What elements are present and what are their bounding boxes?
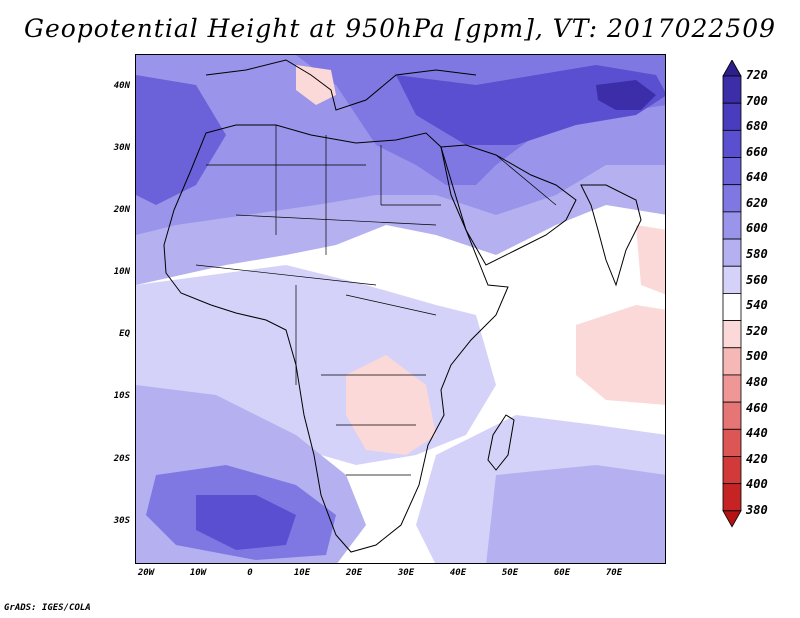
- himalaya-high: [596, 80, 656, 110]
- colorbar-segment: [722, 129, 742, 158]
- colorbar-label: 420: [746, 451, 768, 466]
- colorbar-label: 440: [746, 426, 768, 441]
- colorbar-label: 520: [746, 323, 768, 338]
- colorbar: [722, 60, 742, 528]
- colorbar-top-arrow: [722, 60, 742, 77]
- colorbar-label: 380: [746, 502, 768, 517]
- lat-label-10n: 10N: [113, 267, 130, 277]
- colorbar-segment: [722, 320, 742, 349]
- lon-label-30e: 30E: [397, 568, 415, 578]
- colorbar-segment: [722, 75, 742, 104]
- lon-label-60e: 60E: [553, 568, 571, 578]
- lat-label-30s: 30S: [113, 516, 130, 526]
- colorbar-segment: [722, 157, 742, 186]
- colorbar-segment: [722, 211, 742, 240]
- map-title: Geopotential Height at 950hPa [gpm], VT:…: [23, 14, 777, 43]
- colorbar-segment: [722, 238, 742, 267]
- indian-ocean-low-520: [576, 305, 665, 405]
- lat-label-40n: 40N: [113, 81, 130, 91]
- colorbar-segment: [722, 184, 742, 213]
- colorbar-segment: [722, 401, 742, 430]
- arabia-coast: [440, 144, 577, 266]
- colorbar-segment: [722, 293, 742, 321]
- colorbar-segment: [722, 102, 742, 131]
- grads-credit: GrADS: IGES/COLA: [4, 603, 91, 613]
- colorbar-label: 480: [746, 374, 768, 389]
- lat-label-eq: EQ: [119, 329, 130, 339]
- lon-label-20w: 20W: [137, 568, 155, 578]
- map-plot-area: [135, 54, 666, 564]
- india-low-520: [636, 225, 665, 295]
- lon-label-0: 0: [247, 568, 253, 578]
- colorbar-label: 580: [746, 247, 768, 262]
- colorbar-label: 680: [746, 119, 768, 134]
- south-core-660: [196, 495, 296, 550]
- lat-label-30n: 30N: [113, 143, 130, 153]
- colorbar-label: 400: [746, 477, 768, 492]
- lon-label-10w: 10W: [189, 568, 207, 578]
- lat-label-20n: 20N: [113, 205, 130, 215]
- colorbar-label: 720: [746, 68, 768, 82]
- lon-label-70e: 70E: [605, 568, 623, 578]
- colorbar-segment: [722, 265, 742, 294]
- africa-coastline: [163, 124, 509, 553]
- colorbar-label: 460: [746, 400, 768, 415]
- colorbar-segment: [722, 428, 742, 457]
- madagascar: [487, 414, 515, 471]
- colorbar-label: 700: [746, 93, 768, 108]
- colorbar-segment: [722, 483, 742, 512]
- lon-label-20e: 20E: [345, 568, 363, 578]
- colorbar-label: 620: [746, 195, 768, 210]
- colorbar-segment: [722, 347, 742, 376]
- southeast-band-600: [486, 465, 665, 563]
- colorbar-label: 540: [746, 298, 768, 313]
- country-borders: [195, 125, 557, 476]
- colorbar-segment: [722, 456, 742, 485]
- colorbar-segment: [722, 374, 742, 403]
- colorbar-label: 640: [746, 170, 768, 185]
- europe-coast: [205, 59, 477, 111]
- colorbar-label: 500: [746, 349, 768, 364]
- lon-label-50e: 50E: [501, 568, 519, 578]
- lat-label-20s: 20S: [113, 454, 130, 464]
- east-africa-low: [346, 355, 436, 455]
- lon-label-10e: 10E: [293, 568, 311, 578]
- lat-label-10s: 10S: [113, 391, 130, 401]
- west-band-640: [136, 75, 226, 205]
- colorbar-bottom-arrow: [722, 510, 742, 528]
- colorbar-label: 660: [746, 144, 768, 159]
- colorbar-label: 600: [746, 221, 768, 236]
- colorbar-label: 560: [746, 272, 768, 287]
- lon-label-40e: 40E: [449, 568, 467, 578]
- italy-low: [296, 65, 336, 105]
- india-coast: [580, 184, 642, 287]
- height-field-map: [136, 55, 665, 563]
